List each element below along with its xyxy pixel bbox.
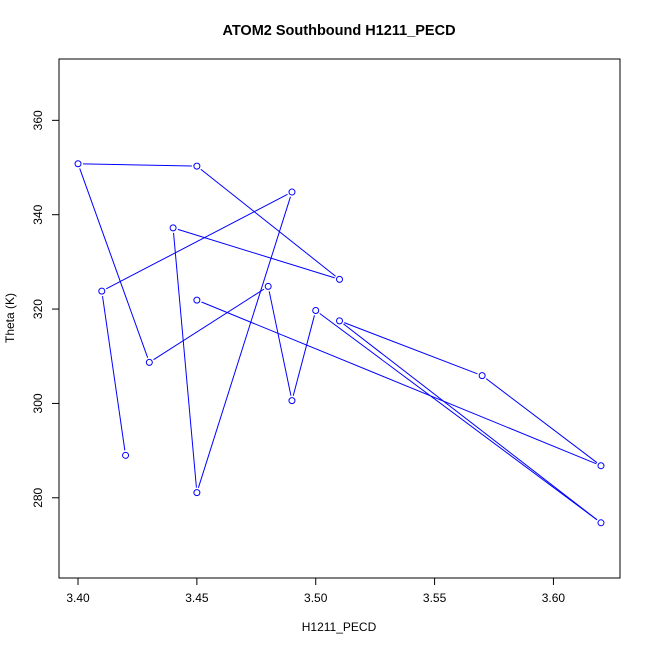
series-line-segment: [200, 168, 336, 277]
series-line-segment: [201, 301, 597, 465]
series-line-segment: [343, 322, 478, 375]
y-axis-label: Theta (K): [3, 293, 17, 343]
data-point: [336, 275, 343, 283]
data-point: [98, 287, 106, 295]
series-line-segment: [105, 193, 288, 290]
y-tick-label: 340: [31, 204, 45, 224]
data-point: [312, 306, 320, 314]
series-line-segment: [153, 288, 265, 361]
series-line-segment: [177, 228, 335, 279]
y-tick-label: 360: [31, 110, 45, 130]
series-line-segment: [292, 315, 315, 396]
x-tick-label: 3.40: [66, 591, 90, 605]
series-line-segment: [197, 196, 291, 488]
data-point: [288, 397, 296, 405]
data-point: [288, 188, 296, 196]
data-point: [193, 489, 201, 497]
chart-title: ATOM2 Southbound H1211_PECD: [222, 23, 455, 39]
series-line-segment: [319, 313, 598, 521]
data-point: [336, 317, 343, 325]
series-line-segment: [102, 296, 126, 451]
data-point: [145, 358, 153, 366]
y-tick-label: 300: [31, 393, 45, 413]
series-line-segment: [173, 232, 197, 488]
x-axis: 3.40 3.45 3.50 3.55 3.60: [66, 578, 565, 605]
data-point: [74, 160, 82, 168]
x-tick-label: 3.60: [542, 591, 566, 605]
data-point: [597, 519, 605, 527]
x-tick-label: 3.55: [423, 591, 447, 605]
series-group: [74, 160, 605, 527]
series-line-segment: [268, 291, 292, 396]
x-axis-label: H1211_PECD: [302, 620, 377, 634]
y-axis: 280 300 320 340 360: [31, 110, 59, 508]
data-point: [597, 462, 605, 470]
x-tick-label: 3.45: [185, 591, 209, 605]
series-line-segment: [343, 323, 598, 521]
data-point: [193, 162, 201, 170]
x-tick-label: 3.50: [304, 591, 328, 605]
series-line-segment: [83, 163, 192, 167]
data-point: [169, 224, 177, 232]
series-line-segment: [485, 378, 598, 464]
y-tick-label: 280: [31, 487, 45, 507]
data-point: [264, 282, 272, 290]
series-line-segment: [79, 168, 149, 358]
data-point: [122, 451, 130, 459]
plot-frame: [58, 58, 621, 579]
data-point: [193, 296, 201, 304]
y-tick-label: 320: [31, 299, 45, 319]
data-point: [478, 372, 486, 380]
